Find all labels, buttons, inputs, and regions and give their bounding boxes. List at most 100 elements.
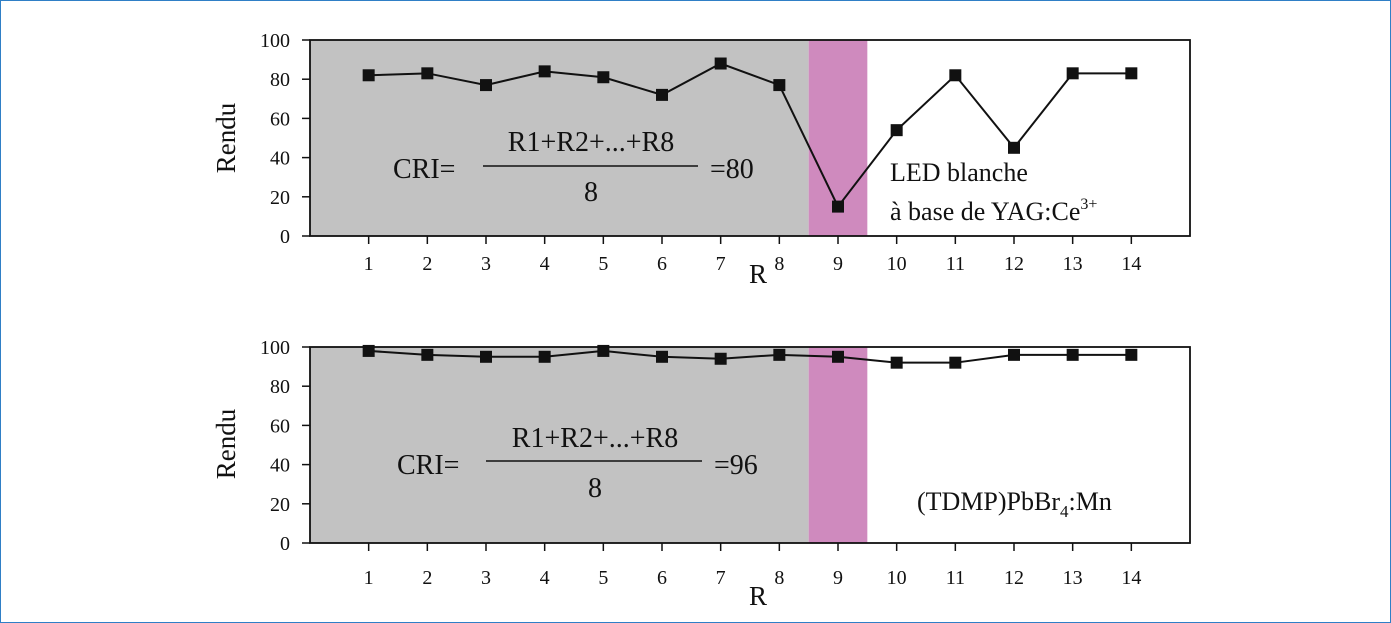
data-point-R6 <box>656 88 668 101</box>
x-tick-label: 8 <box>774 253 784 275</box>
x-tick-label: 9 <box>833 253 843 275</box>
x-tick-label: 7 <box>716 567 726 589</box>
annotation-superscript: 3+ <box>1080 196 1097 213</box>
y-tick-label: 60 <box>270 108 290 130</box>
x-tick-label: 7 <box>716 253 726 275</box>
data-point-R10 <box>890 356 903 369</box>
formula-rhs: =96 <box>714 450 758 481</box>
y-tick-label: 100 <box>260 337 290 359</box>
x-tick-label: 4 <box>540 253 550 275</box>
formula-denominator: 8 <box>584 177 598 208</box>
x-tick-label: 5 <box>598 253 608 275</box>
annotation-pre: (TDMP)PbBr <box>917 487 1060 516</box>
data-point-R12 <box>1008 348 1020 361</box>
data-point-R4 <box>538 350 551 363</box>
x-tick-label: 9 <box>833 567 843 589</box>
x-tick-label: 1 <box>364 253 374 275</box>
annotation-line-2-text: à base de YAG:Ce <box>890 197 1080 226</box>
y-tick-label: 20 <box>270 494 290 516</box>
data-point-R5 <box>597 71 610 84</box>
shaded-region-2 <box>808 347 868 543</box>
shaded-region-1 <box>310 347 809 543</box>
formula-lhs: CRI= <box>397 450 459 481</box>
data-point-R7 <box>714 352 727 365</box>
x-tick-label: 3 <box>481 253 491 275</box>
data-point-R3 <box>480 79 492 92</box>
x-tick-label: 10 <box>887 253 907 275</box>
y-tick-label: 20 <box>270 187 290 209</box>
data-point-R6 <box>656 350 668 363</box>
formula-lhs: CRI= <box>393 154 455 185</box>
formula-denominator: 8 <box>588 473 602 504</box>
x-tick-label: 12 <box>1004 567 1024 589</box>
x-tick-label: 4 <box>540 567 550 589</box>
y-tick-label: 40 <box>270 455 290 477</box>
data-point-R9 <box>832 200 844 213</box>
data-point-R2 <box>421 348 434 361</box>
data-point-R7 <box>714 57 727 70</box>
data-point-R5 <box>597 344 610 357</box>
data-point-R12 <box>1008 141 1020 154</box>
annotation-line-1: LED blanche <box>890 158 1028 187</box>
x-tick-label: 6 <box>657 567 667 589</box>
annotation-subscript: 4 <box>1060 502 1069 521</box>
led-annotation: LED blanche à base de YAG:Ce3+ <box>890 158 1097 226</box>
phosphor-annotation: (TDMP)PbBr4:Mn <box>917 487 1112 521</box>
data-point-R13 <box>1066 348 1079 361</box>
x-tick-label: 11 <box>946 253 965 275</box>
x-tick-label: 2 <box>422 253 432 275</box>
x-tick-label: 12 <box>1004 253 1024 275</box>
cri-formula: CRI= R1+R2+...+R8 8 =96 <box>397 423 758 504</box>
x-tick-label: 6 <box>657 253 667 275</box>
formula-numerator: R1+R2+...+R8 <box>512 423 678 454</box>
plot-border <box>309 346 1191 544</box>
data-point-R11 <box>949 356 962 369</box>
x-tick-label: 14 <box>1121 567 1141 589</box>
series-line <box>368 62 1132 209</box>
x-tick-label: 2 <box>422 567 432 589</box>
formula-rhs: =80 <box>710 154 754 185</box>
data-point-R10 <box>890 124 903 137</box>
data-point-R9 <box>832 350 844 363</box>
x-tick-label: 10 <box>887 567 907 589</box>
plot-border <box>309 39 1191 237</box>
x-tick-label: 11 <box>946 567 965 589</box>
x-axis-label: R <box>749 259 767 289</box>
data-point-R2 <box>421 67 434 80</box>
data-point-R14 <box>1125 348 1138 361</box>
annotation-line-2: à base de YAG:Ce3+ <box>890 196 1097 226</box>
y-tick-label: 80 <box>270 69 290 91</box>
data-point-R4 <box>538 65 551 78</box>
data-point-R11 <box>949 69 962 82</box>
cri-formula: CRI= R1+R2+...+R8 8 =80 <box>393 127 754 208</box>
y-tick-label: 100 <box>260 30 290 52</box>
data-point-R3 <box>480 350 492 363</box>
data-point-R13 <box>1066 67 1079 80</box>
data-point-R8 <box>773 348 786 361</box>
x-axis-label: R <box>749 581 767 611</box>
x-tick-label: 14 <box>1121 253 1141 275</box>
data-point-R14 <box>1125 67 1138 80</box>
data-point-R1 <box>362 69 375 82</box>
y-tick-label: 60 <box>270 415 290 437</box>
data-point-R8 <box>773 79 786 92</box>
formula-numerator: R1+R2+...+R8 <box>508 127 674 158</box>
y-tick-label: 0 <box>280 533 290 555</box>
annotation-post: :Mn <box>1069 487 1112 516</box>
x-tick-label: 13 <box>1063 567 1083 589</box>
y-tick-label: 80 <box>270 376 290 398</box>
y-tick-label: 40 <box>270 148 290 170</box>
data-point-R1 <box>362 344 375 357</box>
x-tick-label: 13 <box>1063 253 1083 275</box>
y-tick-label: 0 <box>280 226 290 248</box>
x-tick-label: 5 <box>598 567 608 589</box>
y-axis-label: Rendu <box>211 102 241 173</box>
y-axis-label: Rendu <box>211 408 241 479</box>
x-tick-label: 1 <box>364 567 374 589</box>
x-tick-label: 8 <box>774 567 784 589</box>
series-line <box>368 349 1132 364</box>
x-tick-label: 3 <box>481 567 491 589</box>
